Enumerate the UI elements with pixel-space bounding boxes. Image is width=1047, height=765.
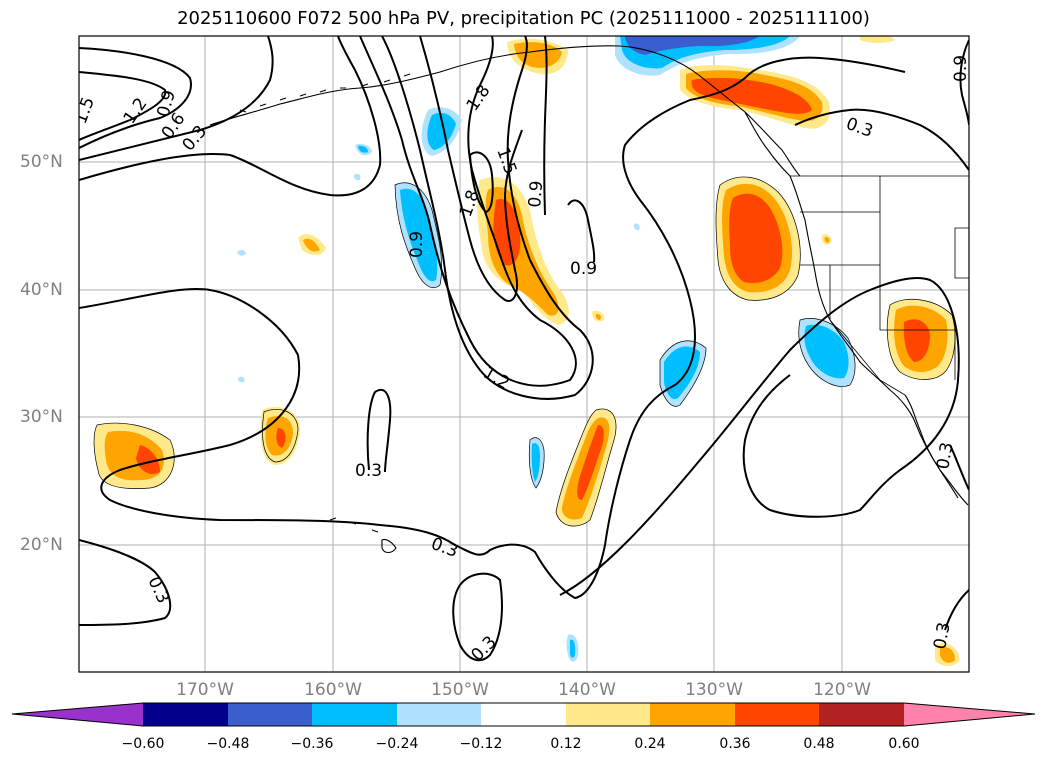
political-borders: [790, 175, 969, 396]
precip-negative-area: [427, 112, 456, 150]
contour-label: 0.9: [951, 55, 971, 82]
pv-contour: [79, 71, 167, 141]
pv-contour: [366, 388, 392, 473]
contour-label: 1.5: [71, 94, 99, 126]
contour-label: 0.9: [570, 259, 597, 279]
contour-label: 0.3: [355, 461, 382, 481]
contour-label: 0.3: [930, 621, 954, 651]
colorbar-tick-label: −0.36: [290, 736, 334, 752]
precip-positive-area: [136, 445, 160, 475]
precip-positive-area: [577, 424, 604, 500]
pv-contour: [79, 56, 906, 600]
colorbar: [11, 702, 1036, 727]
contour-label: 0.3: [843, 114, 875, 142]
pv-contour: [543, 36, 548, 216]
colorbar-segment: [228, 703, 312, 726]
pv-contour: [452, 572, 503, 662]
map-title: 2025110600 F072 500 hPa PV, precipitatio…: [177, 8, 870, 29]
precip-positive-area: [691, 77, 812, 114]
pv-contour: [79, 36, 382, 197]
precip-negative-area: [237, 249, 246, 256]
precip-negative-area: [633, 223, 640, 231]
pv-contour: [381, 36, 594, 400]
colorbar-segment: [735, 703, 819, 726]
contour-label: 0.3: [428, 534, 460, 562]
precip-anomaly-fills: [94, 36, 960, 666]
contour-label: 0.3: [933, 441, 957, 471]
colorbar-segment: [819, 703, 904, 726]
lat-label: 30°N: [20, 407, 63, 427]
precip-negative-area: [570, 639, 576, 658]
pv-contour: [559, 277, 960, 596]
precip-positive-area: [729, 193, 783, 284]
lat-label: 40°N: [20, 280, 63, 300]
colorbar-tick-label: 0.12: [550, 736, 582, 752]
precip-boundary-lines: [93, 176, 956, 527]
contour-label: 1.2: [480, 363, 513, 394]
precip-positive-area: [493, 199, 521, 266]
precip-negative-area: [400, 188, 438, 282]
precip-negative-area: [625, 36, 760, 55]
lat-label: 20°N: [20, 535, 63, 555]
precip-positive-area: [824, 236, 830, 243]
colorbar-segment: [143, 703, 228, 726]
contour-label: 0.3: [143, 574, 173, 607]
colorbar-tick-label: 0.48: [803, 736, 835, 752]
colorbar-segment: [650, 703, 735, 726]
colorbar-extend-right: [904, 703, 1035, 726]
lon-label: 150°W: [431, 680, 489, 700]
pv-contour: [79, 36, 274, 161]
pv-contour: [949, 444, 969, 491]
lon-label: 170°W: [176, 680, 234, 700]
baja-coast: [904, 394, 959, 499]
lon-label: 140°W: [558, 680, 616, 700]
lon-label: 160°W: [304, 680, 362, 700]
lon-label: 120°W: [813, 680, 871, 700]
pv-contour: [419, 36, 523, 302]
precip-negative-area: [237, 376, 245, 383]
map-frame: [78, 35, 970, 673]
colorbar-extend-left: [12, 703, 143, 726]
precip-positive-area: [595, 313, 601, 320]
lon-label: 130°W: [685, 680, 743, 700]
pv-contour: [944, 589, 969, 631]
contour-label: 1.5: [492, 145, 520, 177]
pv-contour: [794, 108, 969, 171]
colorbar-tick-label: −0.48: [206, 736, 250, 752]
colorbar-segment: [312, 703, 397, 726]
precip-positive-area: [303, 238, 320, 252]
colorbar-tick-label: 0.36: [719, 736, 751, 752]
pv-contour: [959, 39, 969, 126]
pv-contour: [567, 199, 596, 263]
colorbar-tick-label: −0.12: [459, 736, 503, 752]
pv-contour: [359, 36, 577, 387]
lat-label: 50°N: [20, 152, 63, 172]
contour-label: 1.8: [463, 81, 495, 115]
alaska-coast: [209, 45, 801, 177]
precip-positive-area: [860, 36, 895, 43]
colorbar-segment: [481, 703, 566, 726]
colorbar-tick-label: −0.60: [121, 736, 165, 752]
colorbar-tick-label: 0.24: [634, 736, 666, 752]
precip-negative-area: [358, 145, 368, 153]
pv-contour: [79, 47, 192, 149]
colorbar-tick-label: 0.60: [888, 736, 920, 752]
contour-label: 0.9: [407, 231, 427, 258]
colorbar-segment: [566, 703, 650, 726]
contour-label: 0.3: [467, 632, 500, 665]
pv-contour: [468, 151, 494, 214]
precip-negative-area: [353, 173, 361, 181]
pv-contour: [79, 539, 172, 626]
precip-negative-area: [531, 443, 540, 482]
colorbar-tick-label: −0.24: [375, 736, 419, 752]
contour-label: 0.9: [525, 180, 547, 209]
colorbar-segment: [397, 703, 481, 726]
pv-contours: [79, 36, 969, 662]
precip-positive-area: [276, 428, 286, 448]
precip-positive-area: [940, 647, 955, 663]
precip-negative-area: [804, 324, 849, 379]
